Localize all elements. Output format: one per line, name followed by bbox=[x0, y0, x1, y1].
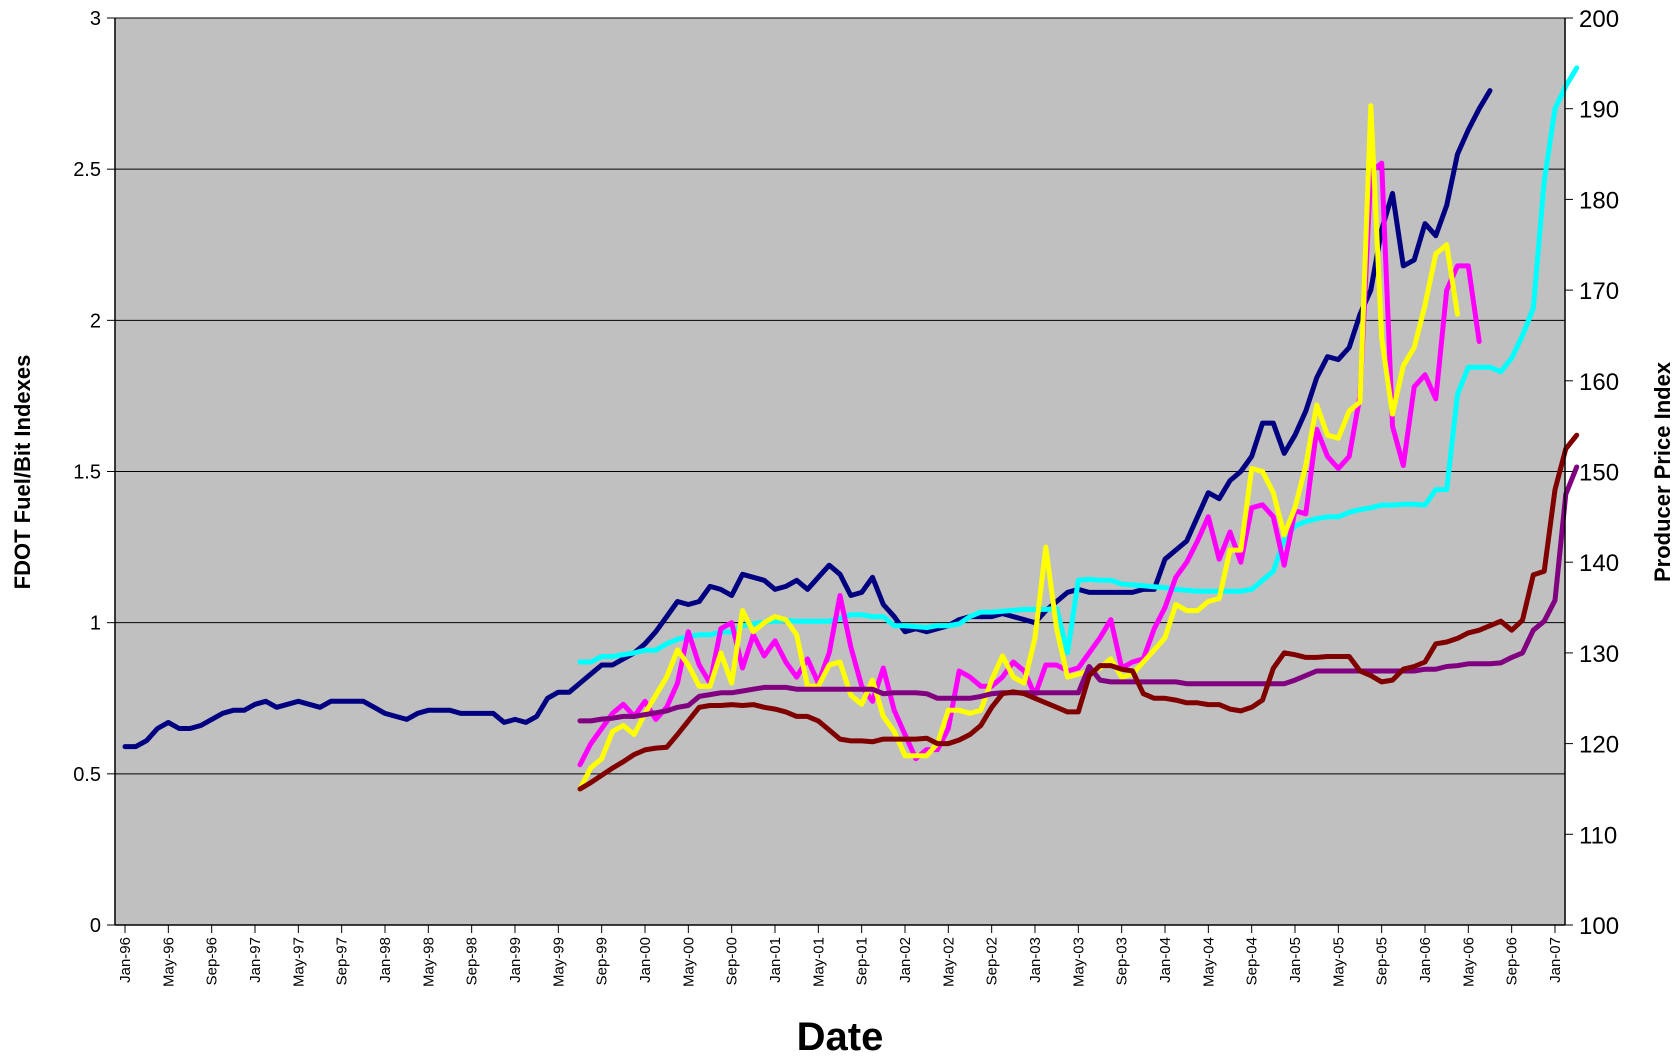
x-tick-label: May-98 bbox=[420, 937, 437, 987]
left-axis-ticks: 0 0.5 1 1.5 2 2.5 3 bbox=[73, 8, 115, 937]
series-line-4 bbox=[577, 103, 1460, 792]
series-line-5 bbox=[577, 464, 1580, 724]
right-tick-label: 180 bbox=[1579, 187, 1619, 214]
x-tick-label: Sep-97 bbox=[334, 937, 351, 985]
left-tick-label: 1.5 bbox=[73, 462, 101, 484]
x-tick-label: Jan-98 bbox=[377, 937, 394, 983]
right-axis-title: Producer Price Index bbox=[1650, 361, 1675, 582]
left-tick-label: 2 bbox=[90, 310, 101, 332]
x-tick-label: Jan-97 bbox=[247, 937, 264, 983]
x-tick-label: Jan-00 bbox=[637, 937, 654, 983]
left-tick-label: 2.5 bbox=[73, 159, 101, 181]
right-tick-label: 120 bbox=[1579, 732, 1619, 759]
series-line-2 bbox=[577, 65, 1580, 665]
right-tick-label: 190 bbox=[1579, 97, 1619, 124]
x-tick-label: Sep-98 bbox=[464, 937, 481, 985]
x-tick-label: May-97 bbox=[290, 937, 307, 987]
right-axis-ticks: 100 110 120 130 140 150 160 170 180 190 200 bbox=[1565, 6, 1619, 940]
gridlines bbox=[115, 17, 1565, 775]
x-tick-label: May-01 bbox=[810, 937, 827, 987]
x-tick-label: Jan-03 bbox=[1027, 937, 1044, 983]
right-tick-label: 160 bbox=[1579, 369, 1619, 396]
x-tick-label: Jan-06 bbox=[1417, 937, 1434, 983]
right-tick-label: 110 bbox=[1579, 822, 1617, 849]
x-tick-label: Jan-07 bbox=[1547, 937, 1564, 983]
x-tick-label: Sep-06 bbox=[1504, 937, 1521, 985]
right-tick-label: 150 bbox=[1579, 460, 1619, 487]
x-tick-label: Sep-99 bbox=[594, 937, 611, 985]
x-tick-label: May-06 bbox=[1460, 937, 1477, 987]
x-tick-label: May-96 bbox=[160, 937, 177, 987]
right-tick-label: 100 bbox=[1579, 913, 1619, 940]
x-tick-label: Jan-04 bbox=[1157, 937, 1174, 983]
x-tick-label: Sep-01 bbox=[854, 937, 871, 985]
x-tick-label: Jan-01 bbox=[767, 937, 784, 983]
x-tick-label: May-03 bbox=[1070, 937, 1087, 987]
right-tick-label: 200 bbox=[1579, 6, 1619, 33]
left-axis-title: FDOT Fuel/Bit Indexes bbox=[10, 355, 35, 590]
x-tick-label: Sep-02 bbox=[984, 937, 1001, 985]
x-tick-label: May-05 bbox=[1330, 937, 1347, 987]
x-axis-ticks: Jan-96 May-96 Sep-96 Jan-97 May-97 Sep-97 Jan-… bbox=[117, 925, 1564, 987]
x-tick-label: Jan-05 bbox=[1287, 937, 1304, 983]
left-tick-label: 3 bbox=[90, 8, 101, 30]
series-line-6 bbox=[577, 432, 1580, 792]
x-axis-title: Date bbox=[797, 1015, 884, 1059]
x-tick-label: Sep-96 bbox=[204, 937, 221, 985]
x-tick-label: Sep-00 bbox=[724, 937, 741, 985]
series-line-3 bbox=[577, 160, 1482, 768]
right-tick-label: 140 bbox=[1579, 550, 1619, 577]
right-tick-label: 170 bbox=[1579, 278, 1619, 305]
series-line-1 bbox=[122, 88, 1493, 750]
x-tick-label: May-99 bbox=[550, 937, 567, 987]
right-tick-label: 130 bbox=[1579, 641, 1619, 668]
series-layer bbox=[122, 65, 1580, 792]
x-tick-label: Sep-04 bbox=[1244, 937, 1261, 985]
x-tick-label: May-02 bbox=[940, 937, 957, 987]
left-tick-label: 0 bbox=[90, 915, 101, 937]
x-tick-label: Jan-99 bbox=[507, 937, 524, 983]
x-tick-label: Sep-03 bbox=[1114, 937, 1131, 985]
left-tick-label: 1 bbox=[90, 613, 101, 635]
x-tick-label: May-00 bbox=[680, 937, 697, 987]
x-tick-label: Sep-05 bbox=[1374, 937, 1391, 985]
x-tick-label: Jan-02 bbox=[897, 937, 914, 983]
x-tick-label: Jan-96 bbox=[117, 937, 134, 983]
left-tick-label: 0.5 bbox=[73, 764, 101, 786]
x-tick-label: May-04 bbox=[1200, 937, 1217, 987]
